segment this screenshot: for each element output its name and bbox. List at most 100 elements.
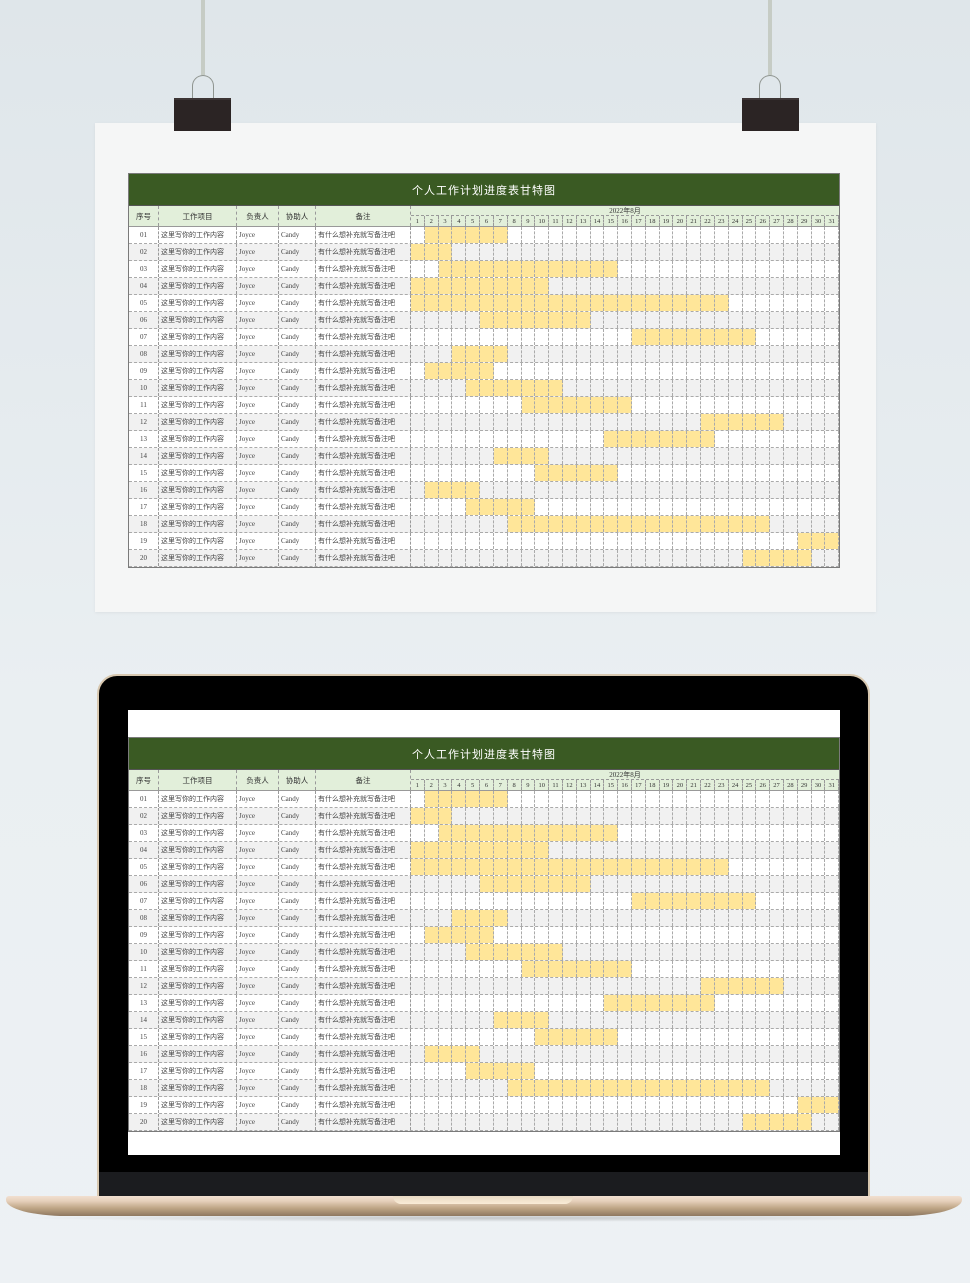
row-seq[interactable]: 04 <box>129 278 159 294</box>
day-cell[interactable] <box>798 465 812 481</box>
gantt-bar-cell[interactable] <box>466 295 481 311</box>
day-cell[interactable] <box>577 1046 591 1062</box>
gantt-bar-cell[interactable] <box>480 499 494 515</box>
gantt-bar-cell[interactable] <box>507 380 522 396</box>
row-helper[interactable]: Candy <box>279 346 316 362</box>
day-cell[interactable] <box>632 808 646 824</box>
gantt-bar-cell[interactable] <box>562 961 577 977</box>
day-cell[interactable] <box>743 227 757 243</box>
day-cell[interactable] <box>701 465 715 481</box>
row-task[interactable]: 这里写你的工作内容 <box>159 1114 237 1130</box>
row-task[interactable]: 这里写你的工作内容 <box>159 825 237 841</box>
day-cell[interactable] <box>646 448 660 464</box>
row-task[interactable]: 这里写你的工作内容 <box>159 363 237 379</box>
day-cell[interactable] <box>756 944 771 960</box>
gantt-bar-cell[interactable] <box>618 431 632 447</box>
gantt-bar-cell[interactable] <box>549 261 563 277</box>
table-row[interactable]: 20 这里写你的工作内容 Joyce Candy 有什么想补充就写备注吧 <box>129 1114 840 1131</box>
day-cell[interactable] <box>549 244 563 260</box>
row-helper[interactable]: Candy <box>279 910 316 926</box>
day-cell[interactable] <box>687 961 702 977</box>
day-cell[interactable] <box>798 312 812 328</box>
day-cell[interactable] <box>411 791 425 807</box>
table-row[interactable]: 12 这里写你的工作内容 Joyce Candy 有什么想补充就写备注吧 <box>129 978 840 995</box>
day-cell[interactable] <box>522 978 536 994</box>
day-cell[interactable] <box>729 1046 743 1062</box>
row-owner[interactable]: Joyce <box>237 1029 279 1045</box>
day-cell[interactable] <box>411 533 425 549</box>
day-cell[interactable] <box>784 516 798 532</box>
row-task[interactable]: 这里写你的工作内容 <box>159 893 237 909</box>
day-cell[interactable] <box>508 363 522 379</box>
day-cell[interactable] <box>729 791 743 807</box>
day-cell[interactable] <box>812 380 826 396</box>
day-cell[interactable] <box>715 465 729 481</box>
gantt-bar-cell[interactable] <box>438 927 453 943</box>
day-cell[interactable] <box>480 995 494 1011</box>
day-cell[interactable] <box>618 278 632 294</box>
day-cell[interactable] <box>452 1029 467 1045</box>
row-seq[interactable]: 02 <box>129 244 159 260</box>
row-owner[interactable]: Joyce <box>237 978 279 994</box>
day-cell[interactable] <box>756 1029 771 1045</box>
gantt-bar-cell[interactable] <box>535 397 550 413</box>
day-cell[interactable] <box>411 927 425 943</box>
day-cell[interactable] <box>701 312 715 328</box>
day-cell[interactable] <box>798 346 812 362</box>
row-helper[interactable]: Candy <box>279 825 316 841</box>
day-cell[interactable] <box>425 533 439 549</box>
gantt-bar-cell[interactable] <box>493 312 508 328</box>
day-cell[interactable] <box>591 1063 605 1079</box>
table-row[interactable]: 02 这里写你的工作内容 Joyce Candy 有什么想补充就写备注吧 <box>129 244 840 261</box>
day-cell[interactable] <box>494 465 508 481</box>
day-cell[interactable] <box>701 227 715 243</box>
gantt-bar-cell[interactable] <box>480 363 494 379</box>
day-cell[interactable] <box>701 1063 715 1079</box>
row-helper[interactable]: Candy <box>279 893 316 909</box>
day-cell[interactable] <box>784 825 798 841</box>
day-cell[interactable] <box>687 533 702 549</box>
gantt-bar-cell[interactable] <box>521 499 536 515</box>
gantt-bar-cell[interactable] <box>659 329 674 345</box>
row-task[interactable]: 这里写你的工作内容 <box>159 995 237 1011</box>
gantt-bar-cell[interactable] <box>480 278 494 294</box>
gantt-bar-cell[interactable] <box>535 842 550 858</box>
day-cell[interactable] <box>618 791 632 807</box>
gantt-bar-cell[interactable] <box>714 329 729 345</box>
day-cell[interactable] <box>784 346 798 362</box>
day-cell[interactable] <box>480 978 494 994</box>
day-cell[interactable] <box>563 363 577 379</box>
row-task[interactable]: 这里写你的工作内容 <box>159 346 237 362</box>
gantt-bar-cell[interactable] <box>645 431 660 447</box>
day-cell[interactable] <box>673 1012 688 1028</box>
row-note[interactable]: 有什么想补充就写备注吧 <box>316 414 411 430</box>
gantt-bar-cell[interactable] <box>645 859 660 875</box>
day-cell[interactable] <box>618 1029 632 1045</box>
row-helper[interactable]: Candy <box>279 1029 316 1045</box>
day-cell[interactable] <box>466 876 481 892</box>
day-cell[interactable] <box>439 329 453 345</box>
day-cell[interactable] <box>535 499 550 515</box>
gantt-bar-cell[interactable] <box>562 825 577 841</box>
row-task[interactable]: 这里写你的工作内容 <box>159 448 237 464</box>
day-cell[interactable] <box>494 533 508 549</box>
day-cell[interactable] <box>563 1114 577 1130</box>
table-row[interactable]: 08 这里写你的工作内容 Joyce Candy 有什么想补充就写备注吧 <box>129 346 840 363</box>
day-cell[interactable] <box>604 244 619 260</box>
day-cell[interactable] <box>701 791 715 807</box>
gantt-bar-cell[interactable] <box>562 397 577 413</box>
gantt-bar-cell[interactable] <box>466 1063 481 1079</box>
gantt-bar-cell[interactable] <box>438 363 453 379</box>
day-cell[interactable] <box>549 482 563 498</box>
day-cell[interactable] <box>646 978 660 994</box>
day-cell[interactable] <box>425 261 439 277</box>
day-cell[interactable] <box>411 227 425 243</box>
day-cell[interactable] <box>646 363 660 379</box>
day-cell[interactable] <box>508 978 522 994</box>
day-cell[interactable] <box>439 414 453 430</box>
day-cell[interactable] <box>604 1046 619 1062</box>
day-cell[interactable] <box>632 1114 646 1130</box>
day-cell[interactable] <box>770 465 784 481</box>
gantt-bar-cell[interactable] <box>424 227 439 243</box>
row-owner[interactable]: Joyce <box>237 1063 279 1079</box>
